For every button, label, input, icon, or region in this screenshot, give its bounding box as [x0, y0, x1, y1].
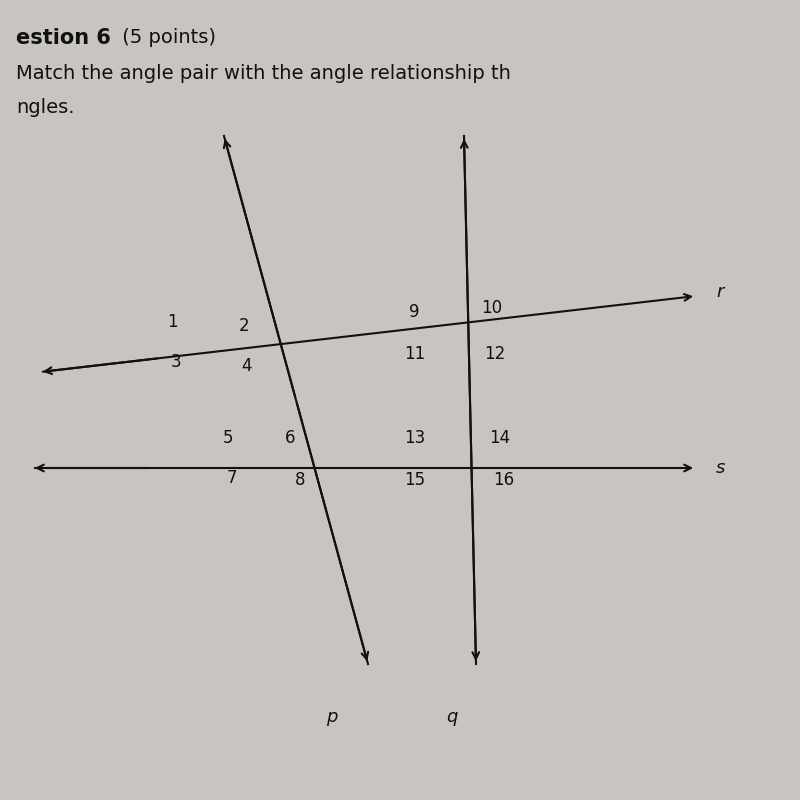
Text: ngles.: ngles.	[16, 98, 74, 117]
Text: 15: 15	[404, 471, 425, 489]
Text: 11: 11	[404, 345, 425, 362]
Text: (5 points): (5 points)	[116, 28, 216, 47]
Text: 14: 14	[490, 429, 510, 446]
Text: 12: 12	[484, 345, 505, 362]
Text: 4: 4	[241, 357, 252, 374]
Text: estion 6: estion 6	[16, 28, 111, 48]
Text: 10: 10	[482, 299, 502, 317]
Text: 3: 3	[170, 353, 182, 370]
Text: 7: 7	[226, 470, 238, 487]
Text: s: s	[716, 459, 726, 477]
Text: 8: 8	[294, 471, 306, 489]
Text: 13: 13	[404, 429, 425, 446]
Text: 5: 5	[222, 429, 234, 446]
Text: q: q	[446, 708, 458, 726]
Text: 6: 6	[285, 429, 296, 446]
Text: Match the angle pair with the angle relationship th: Match the angle pair with the angle rela…	[16, 64, 511, 83]
Text: r: r	[716, 283, 723, 301]
Text: 1: 1	[166, 313, 178, 330]
Text: p: p	[326, 708, 338, 726]
Text: 16: 16	[494, 471, 514, 489]
Text: 2: 2	[238, 317, 250, 334]
Text: 9: 9	[409, 303, 420, 321]
